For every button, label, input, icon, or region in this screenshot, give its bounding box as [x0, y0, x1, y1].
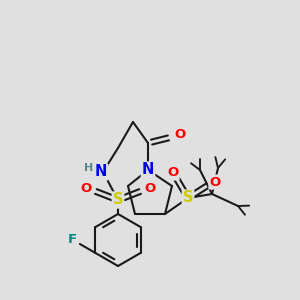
Text: S: S [183, 190, 193, 206]
Text: O: O [167, 167, 178, 179]
Text: S: S [113, 193, 123, 208]
Text: O: O [144, 182, 156, 196]
Text: N: N [142, 163, 154, 178]
Text: O: O [174, 128, 186, 142]
Text: O: O [209, 176, 220, 188]
Text: H: H [84, 163, 94, 173]
Text: N: N [95, 164, 107, 179]
Text: O: O [80, 182, 92, 196]
Text: F: F [68, 233, 77, 246]
